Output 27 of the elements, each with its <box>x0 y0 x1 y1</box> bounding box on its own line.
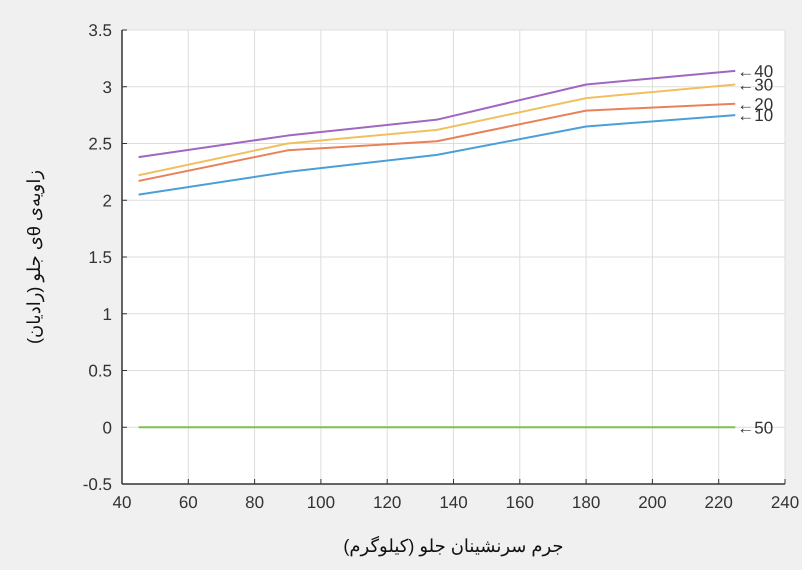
y-tick-label: 0 <box>102 418 112 438</box>
x-tick-label: 200 <box>638 493 667 512</box>
x-tick-label: 80 <box>245 493 264 512</box>
y-tick-label: 2 <box>102 191 112 210</box>
x-tick-label: 240 <box>770 493 800 512</box>
line-series <box>138 83 736 176</box>
y-tick-label: 2.5 <box>88 134 112 154</box>
x-tick-label: 180 <box>572 493 600 512</box>
x-tick-label: 40 <box>112 493 132 512</box>
x-tick-label: 60 <box>178 493 198 512</box>
series-label: ←50 <box>737 418 774 438</box>
x-axis-title: جرم سرنشینان جلو (کیلوگرم) <box>343 535 564 557</box>
y-tick-label: 1 <box>102 304 112 324</box>
y-axis-title: زاویه‌ی θی جلو (رادیان) <box>24 170 45 344</box>
x-tick-label: 100 <box>306 493 336 512</box>
x-tick-label: 120 <box>373 493 402 512</box>
line-series <box>138 70 736 158</box>
x-tick-label: 140 <box>439 493 468 512</box>
y-tick-label: -0.5 <box>82 475 112 494</box>
y-tick-label: 1.5 <box>88 248 112 267</box>
y-tick-label: 3 <box>102 78 112 97</box>
line-series <box>138 114 736 196</box>
x-tick-label: 220 <box>704 493 733 512</box>
x-tick-label: 160 <box>506 493 534 512</box>
y-tick-label: 3.5 <box>88 21 112 40</box>
y-tick-label: 0.5 <box>88 362 112 380</box>
line-series <box>138 102 736 182</box>
